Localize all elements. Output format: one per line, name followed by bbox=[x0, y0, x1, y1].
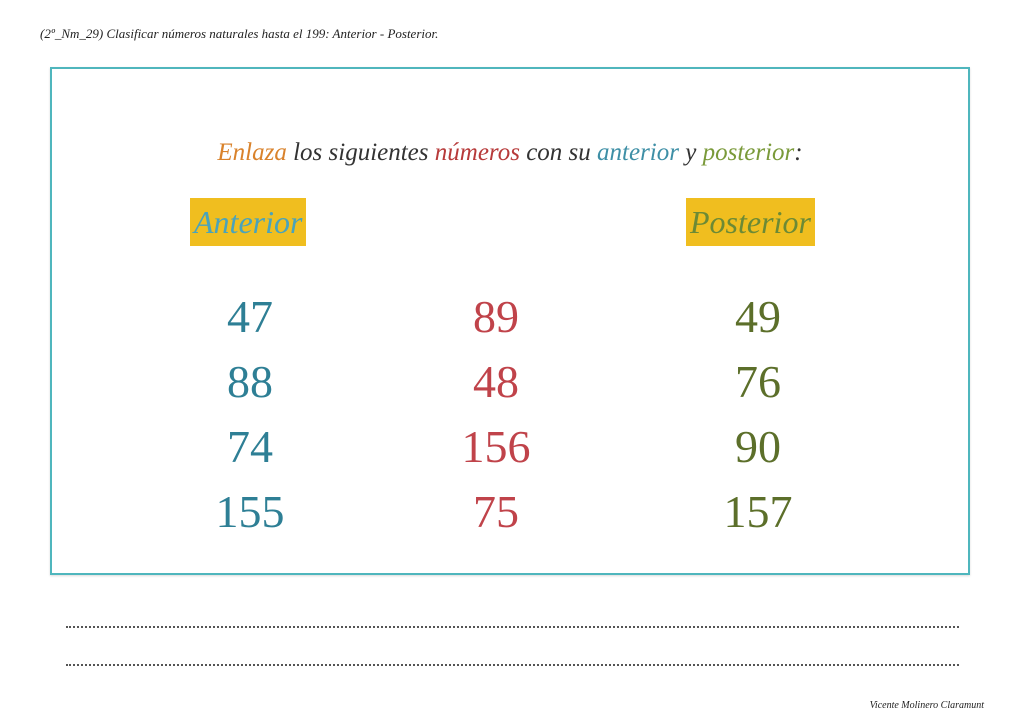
number-item[interactable]: 88 bbox=[227, 356, 273, 407]
instruction-word: posterior bbox=[702, 139, 795, 166]
number-item[interactable]: 155 bbox=[215, 486, 285, 537]
number-item[interactable]: 47 bbox=[227, 291, 273, 342]
column-numbers: 89 48 156 75 bbox=[426, 284, 566, 544]
number-item[interactable]: 90 bbox=[735, 421, 781, 472]
column-anterior: 47 88 74 155 bbox=[180, 284, 320, 544]
answer-line[interactable] bbox=[66, 626, 959, 628]
instruction: Enlaza los siguientes números con su ant… bbox=[52, 139, 968, 167]
instruction-word: números bbox=[434, 139, 520, 166]
number-item[interactable]: 48 bbox=[473, 356, 519, 407]
instruction-word: los siguientes bbox=[286, 139, 435, 166]
number-item[interactable]: 75 bbox=[473, 486, 519, 537]
number-item[interactable]: 76 bbox=[735, 356, 781, 407]
number-item[interactable]: 49 bbox=[735, 291, 781, 342]
exercise-box: Enlaza los siguientes números con su ant… bbox=[50, 67, 970, 575]
answer-line[interactable] bbox=[66, 664, 959, 666]
label-posterior: Posterior bbox=[686, 198, 815, 246]
author-credit: Vicente Molinero Claramunt bbox=[869, 700, 984, 711]
instruction-word: y bbox=[678, 139, 703, 166]
column-posterior: 49 76 90 157 bbox=[688, 284, 828, 544]
number-item[interactable]: 156 bbox=[461, 421, 531, 472]
number-item[interactable]: 74 bbox=[227, 421, 273, 472]
number-item[interactable]: 89 bbox=[473, 291, 519, 342]
instruction-word: anterior bbox=[597, 139, 679, 166]
label-anterior: Anterior bbox=[190, 198, 307, 246]
instruction-word: : bbox=[794, 139, 803, 166]
number-item[interactable]: 157 bbox=[723, 486, 793, 537]
worksheet-title: (2º_Nm_29) Clasificar números naturales … bbox=[40, 26, 439, 41]
instruction-word: Enlaza bbox=[217, 139, 287, 166]
instruction-word: con su bbox=[519, 139, 598, 166]
